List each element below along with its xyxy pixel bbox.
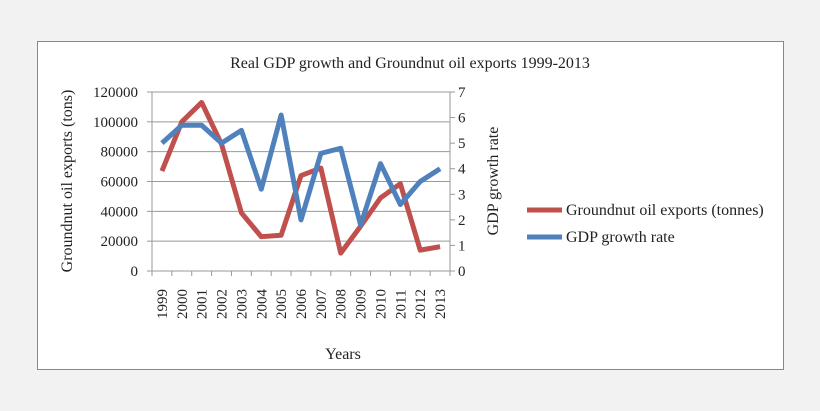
y-tick-label-right: 3: [458, 187, 466, 203]
y-tick-label-left: 80000: [101, 145, 139, 161]
chart-frame: [37, 41, 784, 370]
x-tick-label: 2002: [215, 289, 231, 319]
y-tick-label-left: 0: [131, 264, 139, 280]
x-tick-label: 2012: [413, 289, 429, 319]
y-tick-label-left: 60000: [101, 175, 139, 191]
x-tick-label: 2000: [175, 289, 191, 319]
y-tick-label-right: 6: [458, 111, 466, 127]
x-axis-label: Years: [325, 346, 361, 363]
y-tick-label-right: 4: [458, 162, 466, 178]
y-tick-label-right: 2: [458, 213, 466, 229]
x-tick-label: 2005: [274, 289, 290, 319]
y-tick-label-left: 120000: [93, 85, 138, 101]
x-tick-label: 2009: [354, 289, 370, 319]
x-tick-label: 2001: [195, 289, 211, 319]
y-tick-label-right: 7: [458, 85, 466, 101]
x-tick-label: 2006: [294, 289, 310, 320]
x-tick-label: 2003: [234, 289, 250, 319]
y-axis-label-left: Groundnut oil exports (tons): [59, 90, 76, 273]
x-tick-label: 2004: [254, 289, 270, 320]
legend-label: Groundnut oil exports (tonnes): [566, 202, 764, 219]
x-tick-label: 2008: [334, 289, 350, 319]
legend-label: GDP growth rate: [566, 229, 675, 246]
chart-title: Real GDP growth and Groundnut oil export…: [230, 55, 590, 72]
x-tick-label: 2011: [393, 290, 409, 319]
x-tick-label: 2010: [373, 289, 389, 319]
y-tick-label-right: 1: [458, 238, 466, 254]
series-line-2: [160, 112, 442, 228]
x-tick-label: 1999: [155, 289, 171, 319]
x-tick-label: 2007: [314, 289, 330, 320]
y-tick-label-left: 40000: [101, 204, 139, 220]
y-tick-label-right: 5: [458, 136, 466, 152]
y-tick-label-left: 100000: [93, 115, 138, 131]
y-axis-label-right: GDP growth rate: [485, 127, 502, 236]
y-tick-label-left: 20000: [101, 234, 139, 250]
x-tick-label: 2013: [433, 289, 449, 319]
y-tick-label-right: 0: [458, 264, 466, 280]
